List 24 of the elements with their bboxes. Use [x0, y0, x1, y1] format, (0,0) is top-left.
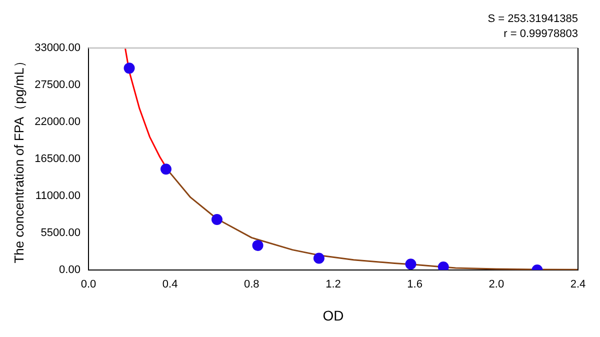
- y-tick-label: 27500.00: [34, 79, 80, 92]
- y-axis-title: The concentration of FPA（pg/mL）: [11, 54, 26, 264]
- point: [160, 164, 172, 175]
- text: S = 253.31941385: [488, 13, 578, 25]
- y-tick-label: 33000.00: [34, 42, 80, 54]
- x-tick-label: 1.2: [326, 278, 341, 291]
- point: [211, 214, 222, 226]
- x-axis-title: OD: [322, 307, 344, 324]
- x-tick-label: 1.6: [407, 278, 422, 291]
- y-tick-label: 5500.00: [40, 227, 80, 240]
- x-tick-label: 0.8: [244, 278, 260, 291]
- y-tick-label: 22000.00: [34, 116, 80, 128]
- x-tick-label: 2.4: [570, 278, 586, 291]
- y-tick-label: 0.00: [59, 264, 80, 276]
- x-tick-label: 2.0: [488, 278, 504, 291]
- y-tick-label: 16500.00: [34, 153, 80, 166]
- y-tick-label: 11000.00: [35, 190, 80, 202]
- point: [252, 240, 264, 251]
- text: r = 0.99978803: [504, 28, 578, 40]
- x-tick-label: 0.4: [162, 278, 178, 291]
- point: [313, 252, 324, 264]
- x-tick-label: 0.0: [80, 278, 96, 291]
- point: [124, 62, 135, 74]
- point: [405, 258, 416, 270]
